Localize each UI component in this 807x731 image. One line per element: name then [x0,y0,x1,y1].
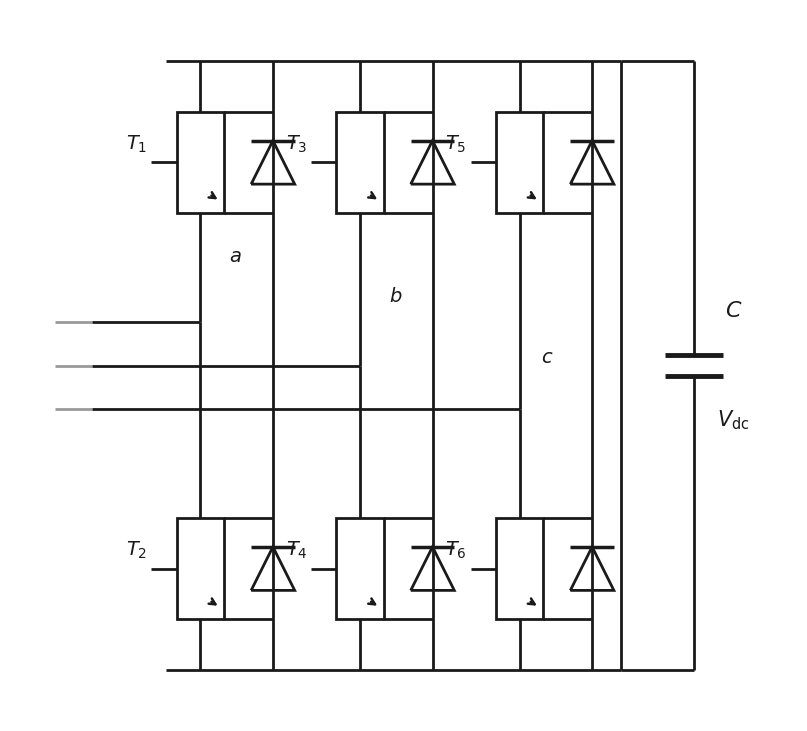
Text: $b$: $b$ [389,287,403,306]
Bar [177,518,224,619]
Text: $T_1$: $T_1$ [126,134,148,155]
Text: $C$: $C$ [725,300,742,322]
Bar [337,112,383,213]
Text: $T_2$: $T_2$ [127,539,148,561]
Bar [496,518,543,619]
Bar [496,112,543,213]
Text: $T_3$: $T_3$ [286,134,307,155]
Text: $V_{\mathrm{dc}}$: $V_{\mathrm{dc}}$ [717,408,750,432]
Text: $T_4$: $T_4$ [286,539,307,561]
Text: $a$: $a$ [229,248,242,265]
Text: $T_6$: $T_6$ [445,539,467,561]
Text: $T_5$: $T_5$ [445,134,466,155]
Bar [177,112,224,213]
Bar [337,518,383,619]
Text: $c$: $c$ [541,349,554,367]
